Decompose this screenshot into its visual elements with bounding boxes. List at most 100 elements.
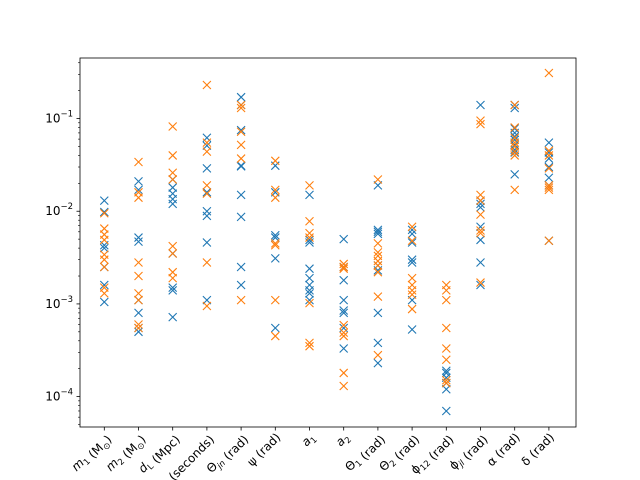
data-point: [134, 320, 143, 329]
data-point: [441, 344, 451, 353]
data-point: [270, 295, 280, 305]
data-point: [168, 168, 178, 178]
data-point: [339, 320, 349, 330]
data-point: [134, 323, 143, 333]
data-point: [373, 358, 383, 368]
data-point: [510, 103, 520, 113]
data-point: [202, 138, 212, 147]
data-point: [407, 290, 417, 300]
data-point: [236, 140, 246, 150]
data-point: [339, 344, 349, 353]
data-point: [134, 185, 143, 195]
data-point: [476, 226, 485, 235]
data-point: [407, 304, 417, 314]
data-point: [202, 80, 212, 90]
data-point: [407, 273, 417, 283]
data-point: [476, 100, 485, 110]
data-point: [441, 406, 451, 416]
data-point: [168, 175, 178, 184]
data-point: [99, 235, 109, 245]
data-point: [510, 123, 520, 132]
data-point: [510, 169, 520, 179]
data-point: [544, 151, 554, 160]
data-point: [134, 327, 143, 337]
data-point: [270, 323, 280, 333]
data-point: [305, 273, 314, 283]
data-point: [134, 233, 143, 242]
data-point: [476, 235, 485, 245]
data-point: [202, 301, 212, 311]
data-point: [339, 264, 349, 274]
data-point: [544, 162, 554, 172]
data-point: [202, 147, 212, 156]
data-point: [441, 378, 451, 388]
data-point: [544, 68, 554, 78]
data-point: [99, 297, 109, 307]
y-axis: 10−4 10−3 10−2 10−1: [45, 62, 80, 425]
data-point: [202, 187, 212, 197]
data-point: [134, 258, 143, 267]
data-point: [476, 258, 485, 267]
plot-frame: [79, 57, 577, 428]
data-point: [99, 196, 109, 206]
data-point: [236, 262, 246, 272]
data-point: [305, 298, 314, 308]
data-point: [99, 207, 109, 217]
data-point: [305, 235, 314, 245]
data-point: [305, 216, 314, 226]
data-point: [270, 238, 280, 248]
data-point: [168, 199, 178, 209]
data-point: [407, 229, 417, 239]
data-point: [373, 229, 383, 239]
data-point: [270, 331, 280, 341]
data-point: [134, 295, 143, 305]
data-point: [168, 283, 178, 292]
data-point: [202, 163, 212, 173]
data-point: [270, 240, 280, 250]
data-point: [441, 323, 451, 333]
data-point: [373, 308, 383, 318]
data-point: [99, 288, 109, 298]
data-point: [99, 208, 109, 218]
data-point: [99, 280, 109, 290]
data-point: [407, 325, 417, 334]
data-point: [373, 175, 383, 184]
data-point: [373, 261, 383, 270]
data-point: [373, 338, 383, 348]
data-point: [339, 306, 349, 315]
data-point: [476, 228, 485, 238]
data-point: [134, 288, 143, 298]
data-point: [441, 295, 451, 305]
data-point: [476, 210, 485, 219]
data-point: [202, 238, 212, 247]
data-points: [99, 68, 554, 416]
data-point: [544, 183, 554, 192]
data-point: [168, 273, 178, 283]
data-point: [236, 92, 246, 102]
data-point: [305, 190, 314, 200]
y-tick-label: 10−3: [45, 295, 73, 311]
data-point: [441, 355, 451, 365]
y-tick-label: 10−1: [45, 110, 73, 126]
data-point: [305, 181, 314, 190]
data-point: [407, 236, 417, 246]
data-point: [373, 247, 383, 257]
data-point: [373, 267, 383, 277]
data-point: [441, 375, 451, 385]
data-point: [305, 228, 314, 238]
data-point: [99, 262, 109, 272]
data-point: [236, 127, 246, 137]
data-point: [99, 243, 109, 253]
data-point: [476, 222, 485, 232]
data-point: [510, 124, 520, 133]
data-point: [305, 295, 314, 305]
data-point: [339, 328, 349, 338]
data-point: [270, 185, 280, 195]
data-point: [305, 233, 314, 242]
data-point: [236, 190, 246, 200]
data-point: [373, 227, 383, 237]
data-point: [510, 138, 520, 147]
data-point: [168, 249, 178, 258]
data-point: [236, 161, 246, 171]
data-point: [544, 236, 554, 246]
